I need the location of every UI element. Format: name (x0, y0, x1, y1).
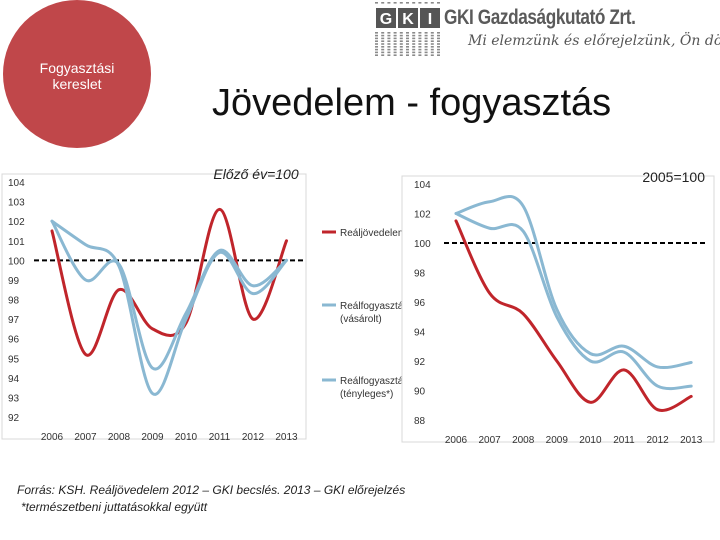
x-tick-label: 2006 (445, 435, 468, 446)
source-line-2: *természetbeni juttatásokkal együtt (21, 500, 208, 514)
series-line-re-lfogyaszt-s-v-s-rolt (454, 195, 693, 370)
chart-right: 2005=100 88 90 92 94 96 98 100 102 104 2006 2007 200… (401, 169, 715, 446)
x-tick-label: 2009 (546, 435, 569, 446)
legend-label: Reálfogyasztás (340, 376, 408, 387)
y-tick-label: 96 (8, 335, 20, 346)
page-title: Jövedelem - fogyasztás (212, 82, 612, 124)
y-tick-label: 88 (414, 416, 426, 427)
logo-letter-k: K (402, 11, 414, 28)
logo-dot (412, 2, 416, 4)
y-tick-label: 100 (414, 239, 431, 250)
x-tick-label: 2011 (613, 435, 635, 446)
legend-label-line2: (vásárolt) (340, 314, 382, 325)
logo-dot (393, 2, 397, 4)
logo-letter-i: I (428, 11, 432, 28)
y-tick-label: 102 (414, 210, 431, 221)
section-badge: Fogyasztási kereslet (3, 0, 151, 148)
y-tick-label: 101 (8, 237, 25, 248)
chart-left: Előző év=100 92 93 94 95 96 97 98 99 100 101 102 103… (1, 166, 408, 443)
y-tick-label: 104 (414, 180, 431, 191)
x-tick-label: 2012 (242, 432, 265, 443)
source-line-1: Forrás: KSH. Reáljövedelem 2012 – GKI be… (17, 483, 406, 497)
logo-letter-g: G (380, 11, 392, 28)
y-tick-label: 98 (414, 269, 426, 280)
y-tick-label: 94 (414, 328, 426, 339)
y-tick-label: 93 (8, 393, 20, 404)
y-tick-label: 96 (414, 298, 426, 309)
x-tick-label: 2006 (41, 432, 64, 443)
y-tick-label: 100 (8, 256, 25, 267)
series-line-re-lfogyaszt-s-t-nyleges (50, 219, 288, 371)
x-tick-label: 2007 (74, 432, 97, 443)
source-note: Forrás: KSH. Reáljövedelem 2012 – GKI be… (17, 482, 405, 516)
section-badge-text: Fogyasztási kereslet (3, 60, 151, 92)
chart-title: 2005=100 (642, 169, 705, 185)
x-tick-label: 2007 (478, 435, 501, 446)
series-line-re-lfogyaszt-s-t-nyleges (454, 212, 693, 391)
y-tick-label: 95 (8, 354, 20, 365)
logo-dot (387, 2, 391, 4)
y-tick-label: 99 (8, 276, 20, 287)
legend-label-line2: (tényleges*) (340, 389, 393, 400)
x-tick-label: 2008 (512, 435, 535, 446)
series-line-re-lfogyaszt-s-v-s-rolt (50, 219, 288, 396)
x-tick-label: 2013 (680, 435, 703, 446)
logo-dot (381, 2, 385, 4)
y-tick-label: 102 (8, 217, 25, 228)
badge-line-2: kereslet (52, 76, 102, 92)
logo-dot (424, 2, 428, 4)
logo-dot (406, 2, 409, 4)
x-tick-label: 2008 (108, 432, 131, 443)
legend-label: Reáljövedelem (340, 228, 406, 239)
y-tick-label: 98 (8, 296, 20, 307)
gki-logo: G K I (375, 2, 440, 56)
company-name: GKI Gazdaságkutató Zrt. (444, 6, 636, 29)
y-tick-label: 97 (8, 315, 20, 326)
logo-dot (430, 2, 434, 4)
chart-title: Előző év=100 (213, 166, 298, 182)
y-tick-label: 92 (8, 413, 20, 424)
x-tick-label: 2012 (646, 435, 669, 446)
y-tick-label: 104 (8, 178, 25, 189)
logo-dot (399, 2, 403, 4)
x-tick-label: 2013 (275, 432, 298, 443)
logo-dot (418, 2, 422, 4)
badge-line-1: Fogyasztási (39, 60, 115, 76)
y-tick-label: 94 (8, 374, 20, 385)
logo-dot (437, 2, 440, 4)
logo-dot (375, 2, 378, 4)
company-slogan: Mi elemzünk és előrejelzünk, Ön dönt. (468, 33, 720, 49)
legend-label: Reálfogyasztás (340, 301, 408, 312)
y-tick-label: 103 (8, 198, 25, 209)
x-tick-label: 2010 (579, 435, 602, 446)
x-tick-label: 2010 (175, 432, 198, 443)
plot-area (1, 173, 307, 440)
x-tick-label: 2009 (141, 432, 164, 443)
y-tick-label: 92 (414, 357, 426, 368)
y-tick-label: 90 (414, 387, 426, 398)
series-line-re-lj-vedelem (454, 219, 693, 412)
x-tick-label: 2011 (209, 432, 231, 443)
